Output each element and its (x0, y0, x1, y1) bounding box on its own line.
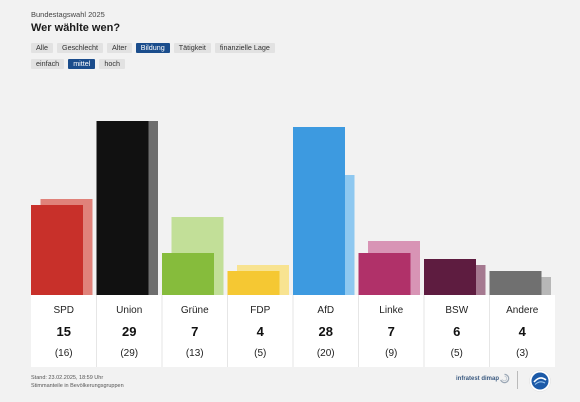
current-value-label: 29 (122, 324, 136, 339)
party-label: Union (116, 305, 142, 316)
tagesschau-logo-icon (529, 370, 551, 392)
previous-value-label: (16) (55, 348, 73, 359)
timestamp-note: Stand: 23.02.2025, 18:59 Uhr (31, 375, 104, 381)
previous-value-label: (5) (254, 348, 266, 359)
infratest-swirl-icon (500, 373, 510, 384)
bar-current-andere[interactable] (489, 271, 542, 295)
bar-current-union[interactable] (96, 121, 149, 295)
bar-current-afd[interactable] (293, 127, 345, 295)
previous-value-label: (20) (317, 348, 335, 359)
party-label: BSW (445, 305, 468, 316)
party-label: FDP (250, 305, 270, 316)
level-tab-hoch[interactable]: hoch (99, 59, 125, 69)
filter-tab-alle[interactable]: Alle (31, 43, 53, 53)
current-value-label: 6 (453, 324, 460, 339)
filter-tab-finanzielle-lage[interactable]: finanzielle Lage (214, 43, 275, 53)
current-value-label: 4 (257, 324, 265, 339)
current-value-label: 7 (388, 324, 395, 339)
previous-value-label: (29) (120, 348, 138, 359)
current-value-label: 28 (319, 324, 333, 339)
bar-current-spd[interactable] (31, 205, 83, 295)
party-label: Grüne (181, 305, 209, 316)
filter-tab-tätigkeit[interactable]: Tätigkeit (173, 43, 211, 53)
level-filter-bar: einfach mittel hoch (31, 59, 125, 69)
methodology-note: Stimmanteile in Bevölkerungsgruppen (31, 383, 124, 389)
category-filter-bar: Alle Geschlecht Alter Bildung Tätigkeit finan… (31, 43, 275, 53)
party-label: SPD (53, 305, 74, 316)
level-tab-einfach[interactable]: einfach (31, 59, 65, 69)
filter-tab-alter[interactable]: Alter (106, 43, 132, 53)
filter-tab-geschlecht[interactable]: Geschlecht (57, 43, 103, 53)
chart-eyebrow: Bundestagswahl 2025 (31, 10, 105, 19)
level-tab-mittel[interactable]: mittel (68, 59, 96, 69)
bar-current-grüne[interactable] (162, 253, 214, 295)
bar-current-linke[interactable] (358, 253, 411, 295)
bar-current-fdp[interactable] (227, 271, 280, 295)
chart-title: Wer wählte wen? (31, 22, 121, 34)
logo-divider (517, 371, 518, 389)
previous-value-label: (5) (451, 348, 463, 359)
current-value-label: 4 (519, 324, 527, 339)
party-label: Andere (506, 305, 539, 316)
bar-current-bsw[interactable] (424, 259, 476, 295)
party-label: AfD (317, 305, 334, 316)
current-value-label: 15 (57, 324, 71, 339)
filter-tab-bildung[interactable]: Bildung (135, 43, 170, 53)
previous-value-label: (9) (385, 348, 397, 359)
current-value-label: 7 (191, 324, 198, 339)
party-label: Linke (379, 305, 403, 316)
previous-value-label: (3) (516, 348, 528, 359)
infratest-dimap-logo-text: infratest dimap (456, 376, 500, 382)
previous-value-label: (13) (186, 348, 204, 359)
